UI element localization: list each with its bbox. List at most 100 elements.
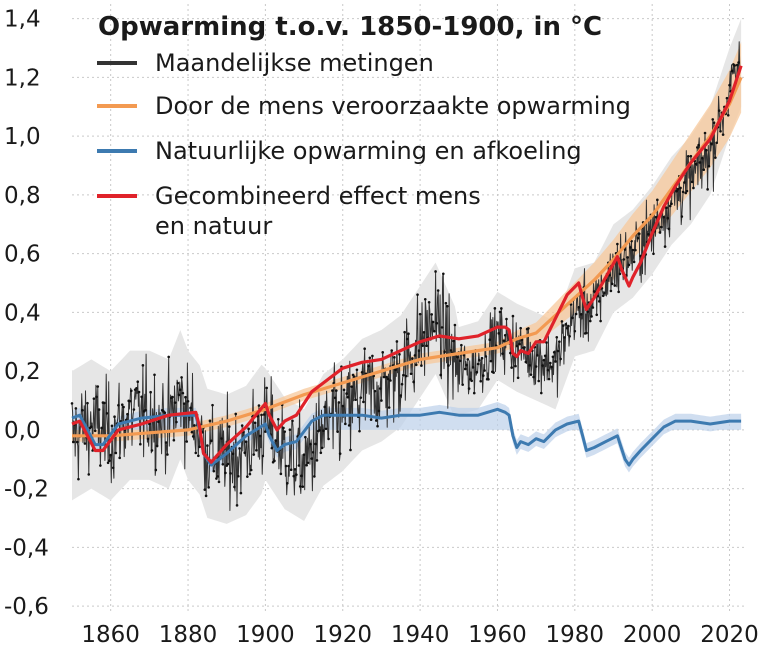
monthly-point	[273, 459, 276, 463]
monthly-point	[257, 404, 261, 407]
monthly-point	[227, 425, 231, 428]
monthly-point	[471, 366, 475, 369]
monthly-point	[265, 386, 268, 390]
monthly-point	[503, 333, 507, 337]
monthly-point	[333, 396, 337, 400]
monthly-point	[198, 445, 201, 449]
monthly-point	[697, 143, 700, 147]
monthly-point	[387, 406, 391, 409]
y-tick-label: 0,0	[4, 418, 41, 444]
monthly-point	[585, 331, 588, 335]
x-tick-label: 2020	[700, 622, 759, 648]
monthly-point	[389, 379, 392, 382]
monthly-point	[564, 323, 568, 326]
monthly-point	[304, 435, 307, 439]
monthly-point	[705, 148, 708, 152]
monthly-point	[449, 349, 453, 352]
monthly-point	[563, 336, 566, 339]
monthly-point	[108, 459, 111, 463]
monthly-point	[95, 395, 98, 399]
monthly-point	[631, 248, 635, 252]
monthly-point	[369, 418, 373, 421]
y-tick-label: 1,0	[4, 124, 41, 150]
monthly-point	[519, 326, 522, 330]
series-layer	[70, 41, 743, 511]
monthly-point	[102, 401, 106, 405]
monthly-point	[618, 272, 622, 276]
monthly-point	[523, 346, 526, 349]
monthly-point	[300, 474, 303, 478]
monthly-point	[111, 466, 115, 470]
monthly-point	[99, 464, 102, 467]
monthly-point	[234, 412, 238, 416]
monthly-point	[668, 204, 672, 208]
monthly-point	[381, 351, 385, 354]
monthly-point	[362, 400, 365, 404]
monthly-point	[83, 442, 87, 445]
monthly-point	[465, 363, 468, 367]
monthly-point	[529, 373, 533, 376]
natural-band-area	[72, 401, 742, 473]
monthly-point	[203, 488, 207, 491]
y-tick-label: -0,4	[4, 535, 49, 561]
monthly-point	[118, 456, 122, 460]
monthly-point	[701, 156, 704, 160]
monthly-point	[153, 373, 156, 377]
monthly-point	[374, 419, 378, 422]
monthly-point	[543, 354, 547, 358]
monthly-point	[613, 284, 617, 287]
monthly-point	[120, 403, 124, 406]
monthly-point	[527, 327, 530, 330]
monthly-point	[443, 350, 446, 354]
monthly-point	[211, 403, 214, 407]
observations-band-area	[72, 18, 742, 524]
monthly-point	[288, 428, 292, 431]
monthly-point	[235, 504, 239, 507]
monthly-point	[204, 494, 208, 498]
monthly-point	[690, 180, 694, 184]
monthly-point	[77, 477, 80, 481]
monthly-point	[493, 307, 497, 310]
monthly-point	[302, 453, 306, 456]
monthly-point	[551, 355, 555, 359]
monthly-point	[293, 468, 297, 471]
monthly-point	[413, 354, 417, 357]
monthly-point	[350, 385, 354, 388]
monthly-point	[663, 245, 667, 248]
natural-warming-uncertainty-band	[72, 401, 742, 473]
monthly-point	[425, 344, 428, 348]
monthly-point	[226, 462, 230, 466]
monthly-point	[444, 301, 448, 305]
monthly-point	[336, 430, 339, 433]
monthly-point	[574, 312, 578, 316]
monthly-point	[502, 339, 506, 343]
monthly-point	[591, 306, 595, 309]
monthly-point	[475, 370, 479, 374]
monthly-point	[255, 448, 258, 452]
monthly-point	[181, 391, 185, 395]
monthly-point	[310, 457, 314, 460]
monthly-point	[114, 451, 118, 455]
monthly-point	[139, 442, 142, 446]
monthly-point	[180, 376, 183, 379]
monthly-point	[466, 358, 470, 361]
monthly-point	[456, 355, 459, 359]
monthly-point	[711, 118, 715, 121]
monthly-point	[418, 312, 422, 316]
monthly-point	[117, 403, 120, 407]
y-tick-label: 0,2	[4, 359, 41, 385]
monthly-point	[488, 338, 492, 342]
legend-label: Maandelijkse metingen	[155, 49, 434, 77]
x-tick-label: 1920	[313, 622, 372, 648]
monthly-point	[719, 129, 722, 133]
monthly-point	[684, 191, 687, 195]
monthly-point	[400, 382, 404, 386]
monthly-point	[140, 395, 143, 399]
monthly-point	[264, 430, 267, 433]
monthly-point	[590, 315, 593, 318]
monthly-point	[231, 452, 235, 456]
monthly-point	[498, 310, 502, 314]
monthly-point	[554, 360, 557, 363]
monthly-point	[87, 473, 91, 476]
